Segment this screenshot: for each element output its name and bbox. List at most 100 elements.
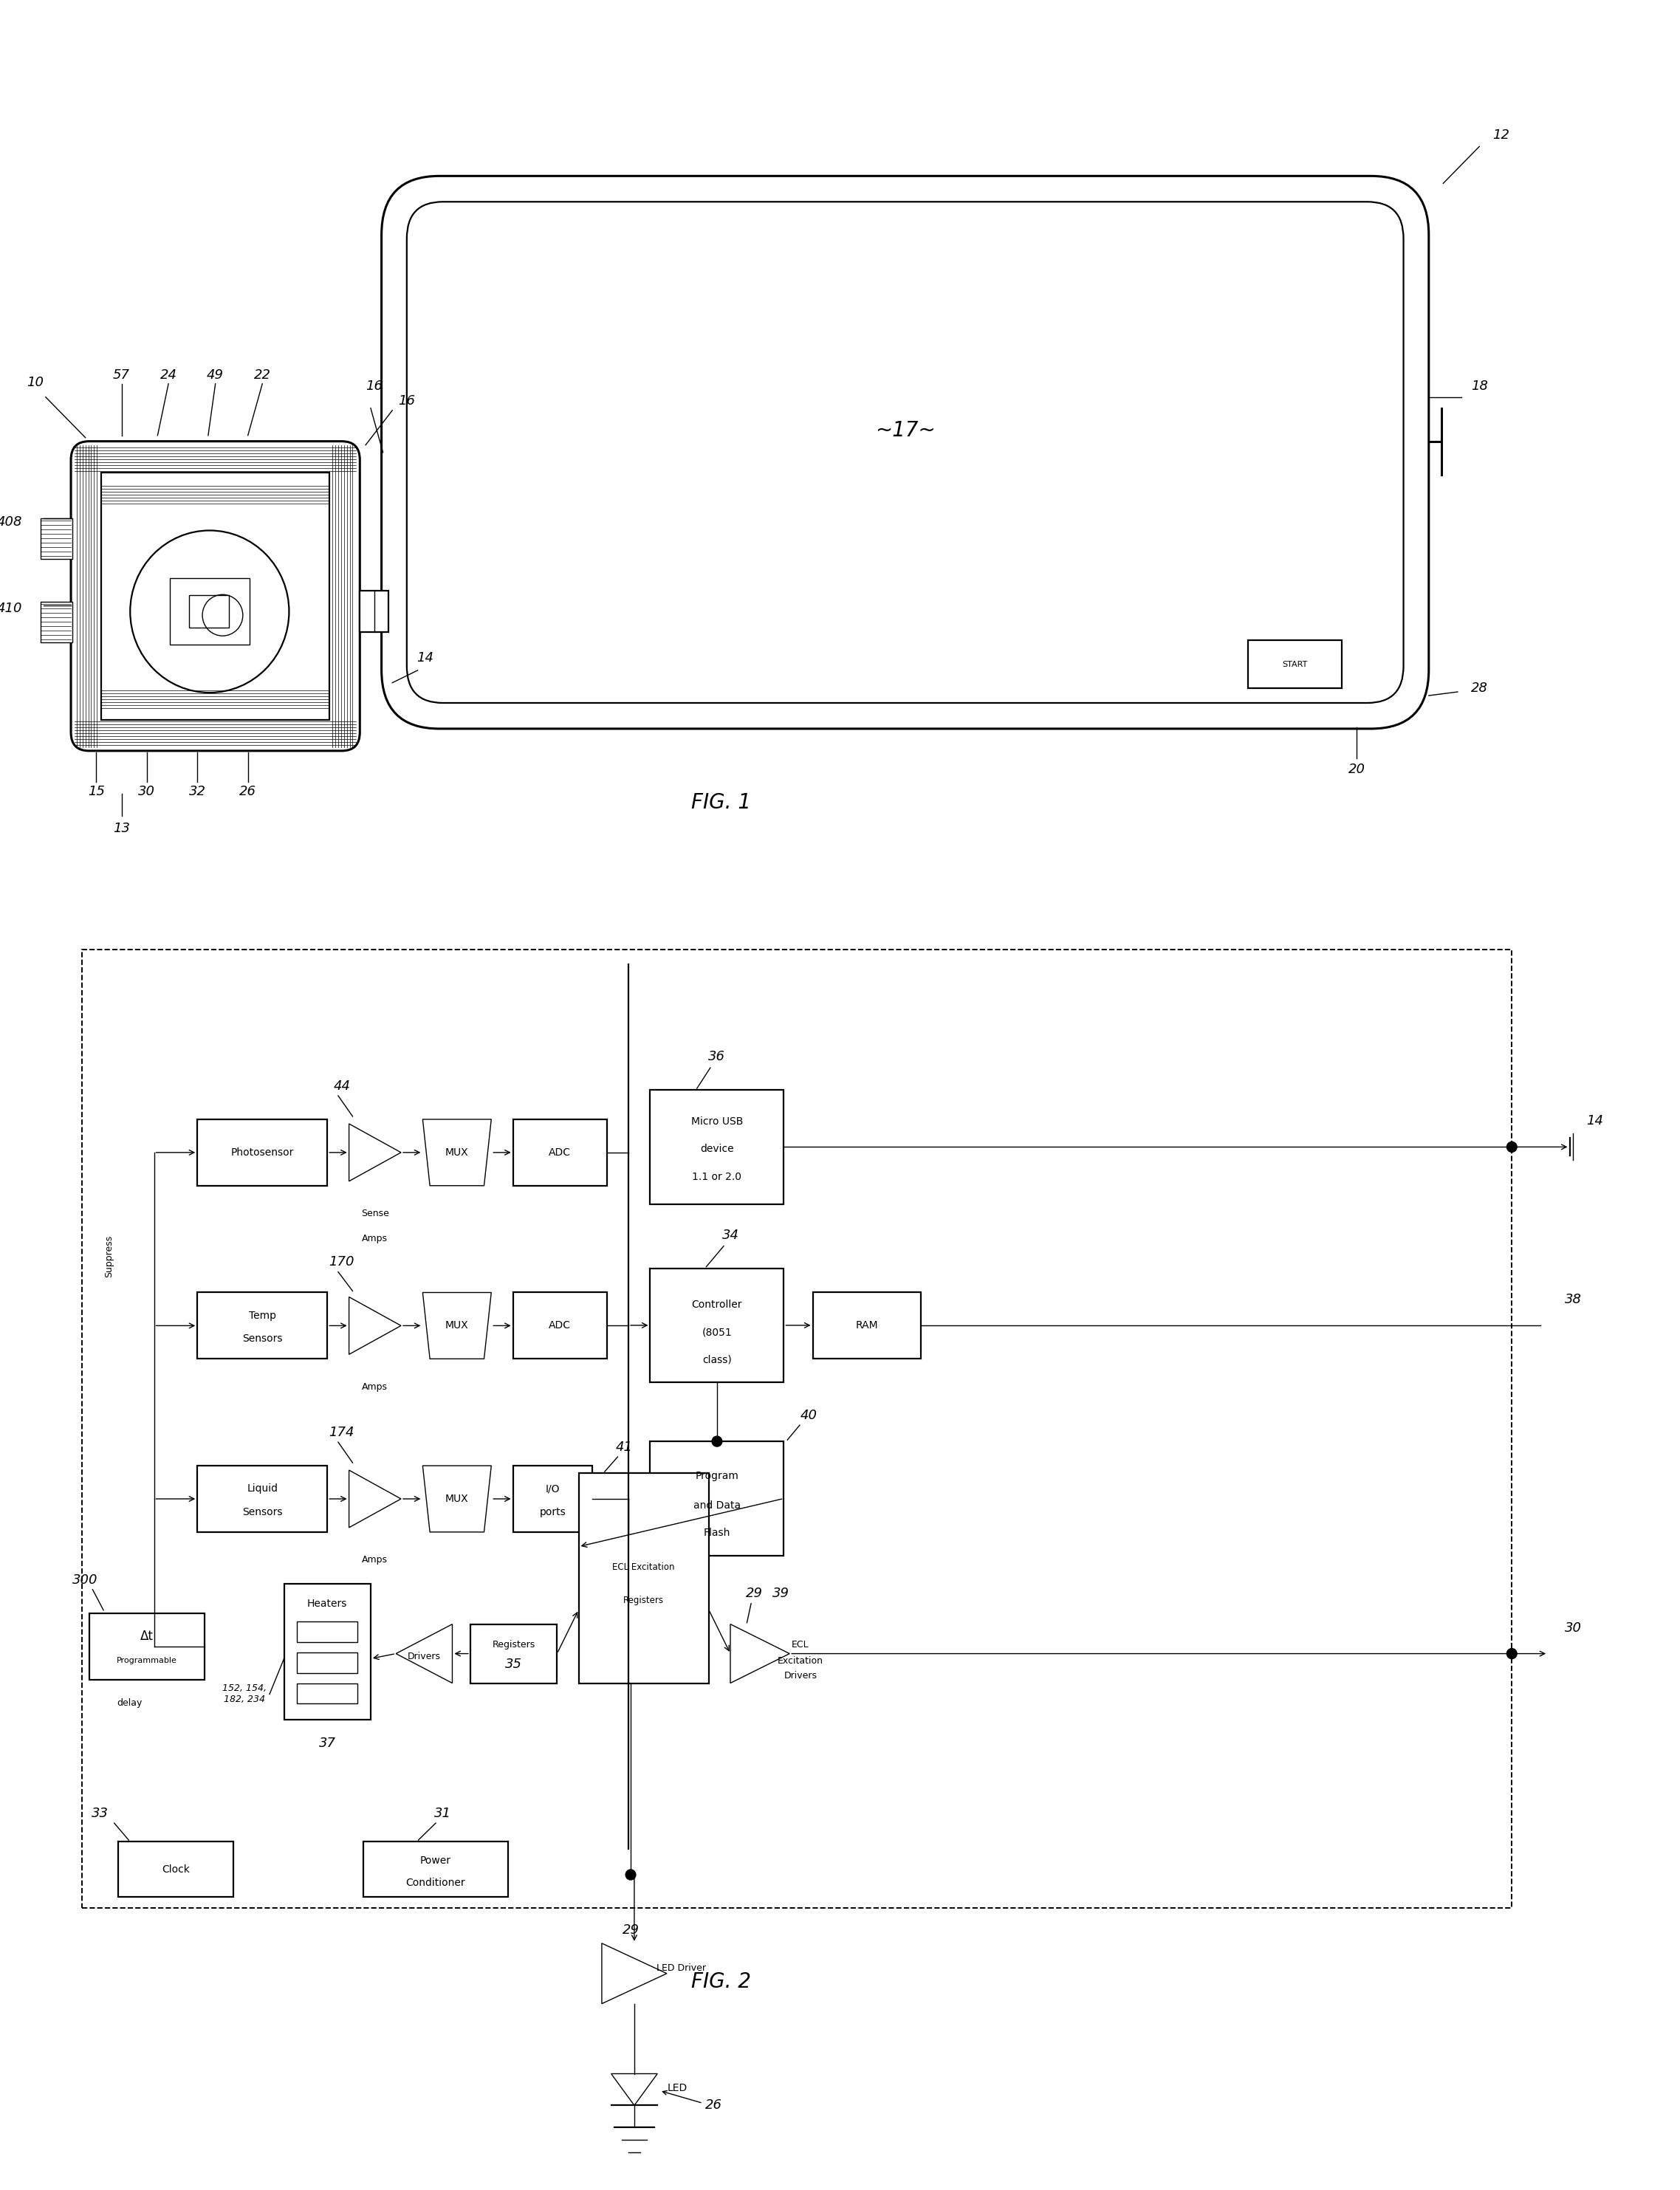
Text: 29: 29 bbox=[746, 1586, 763, 1601]
Circle shape bbox=[1507, 1141, 1517, 1152]
Text: I/O: I/O bbox=[546, 1485, 559, 1494]
Text: Micro USB: Micro USB bbox=[690, 1117, 743, 1128]
Text: class): class) bbox=[702, 1353, 732, 1364]
Text: ~17~: ~17~ bbox=[875, 420, 936, 440]
Text: 35: 35 bbox=[506, 1658, 522, 1671]
Text: Registers: Registers bbox=[623, 1594, 664, 1605]
Bar bbox=[512, 1292, 606, 1358]
Text: Sensors: Sensors bbox=[242, 1334, 282, 1345]
Text: 174: 174 bbox=[329, 1426, 354, 1439]
Bar bbox=[297, 1621, 358, 1642]
Text: 26: 26 bbox=[706, 2098, 722, 2111]
FancyBboxPatch shape bbox=[407, 201, 1403, 703]
Text: 29: 29 bbox=[622, 1923, 638, 1936]
Text: 49: 49 bbox=[207, 368, 223, 381]
Bar bbox=[197, 1119, 328, 1185]
Text: Amps: Amps bbox=[363, 1233, 388, 1244]
Text: FIG. 2: FIG. 2 bbox=[690, 1971, 751, 1993]
Text: 10: 10 bbox=[27, 377, 44, 390]
Bar bbox=[82, 950, 1512, 1907]
Text: ECL: ECL bbox=[791, 1640, 810, 1649]
Text: 36: 36 bbox=[709, 1049, 726, 1064]
Text: 152, 154,
182, 234: 152, 154, 182, 234 bbox=[222, 1684, 267, 1704]
Text: 12: 12 bbox=[1492, 129, 1510, 142]
Text: 44: 44 bbox=[333, 1080, 349, 1093]
Text: LED Driver: LED Driver bbox=[657, 1964, 706, 1973]
Text: (8051: (8051 bbox=[702, 1327, 732, 1338]
Text: Programmable: Programmable bbox=[116, 1658, 176, 1664]
Text: 14: 14 bbox=[417, 650, 433, 664]
Text: ECL Excitation: ECL Excitation bbox=[613, 1561, 675, 1572]
Bar bbox=[118, 1842, 234, 1897]
Text: 57: 57 bbox=[113, 368, 129, 381]
Bar bbox=[1248, 639, 1342, 688]
Text: 32: 32 bbox=[188, 784, 207, 797]
Text: Amps: Amps bbox=[363, 1382, 388, 1391]
Text: 170: 170 bbox=[329, 1255, 354, 1268]
Bar bbox=[197, 1465, 328, 1533]
Text: 20: 20 bbox=[1347, 762, 1366, 775]
FancyBboxPatch shape bbox=[381, 175, 1428, 729]
Text: Drivers: Drivers bbox=[408, 1651, 440, 1662]
Text: delay: delay bbox=[116, 1697, 143, 1708]
Text: Temp: Temp bbox=[249, 1310, 276, 1321]
Bar bbox=[470, 1625, 558, 1684]
Text: device: device bbox=[701, 1143, 734, 1154]
Circle shape bbox=[1507, 1649, 1517, 1658]
Text: 18: 18 bbox=[1470, 379, 1488, 392]
Text: Heaters: Heaters bbox=[307, 1599, 348, 1610]
Text: Drivers: Drivers bbox=[785, 1671, 816, 1682]
Bar bbox=[650, 1091, 785, 1204]
Text: Liquid: Liquid bbox=[247, 1485, 277, 1494]
Text: 30: 30 bbox=[138, 784, 155, 797]
Bar bbox=[360, 591, 388, 633]
Text: Conditioner: Conditioner bbox=[407, 1877, 465, 1888]
Bar bbox=[40, 519, 72, 558]
Bar bbox=[89, 1614, 205, 1680]
Text: 38: 38 bbox=[1564, 1292, 1581, 1305]
Text: 26: 26 bbox=[239, 784, 257, 797]
Text: START: START bbox=[1282, 661, 1307, 668]
Text: 15: 15 bbox=[87, 784, 104, 797]
Text: 28: 28 bbox=[1470, 681, 1488, 694]
Text: 16: 16 bbox=[366, 379, 383, 392]
Text: 39: 39 bbox=[773, 1586, 790, 1601]
Text: 13: 13 bbox=[113, 821, 129, 834]
Text: Controller: Controller bbox=[692, 1299, 743, 1310]
Text: ports: ports bbox=[539, 1507, 566, 1518]
Text: 16: 16 bbox=[398, 394, 415, 407]
Text: ADC: ADC bbox=[549, 1148, 571, 1159]
Bar bbox=[650, 1268, 785, 1382]
Text: Δt: Δt bbox=[139, 1629, 153, 1642]
Text: 34: 34 bbox=[722, 1229, 739, 1242]
Bar bbox=[813, 1292, 921, 1358]
Text: 300: 300 bbox=[72, 1572, 97, 1586]
Text: 40: 40 bbox=[801, 1408, 818, 1421]
Text: 1.1 or 2.0: 1.1 or 2.0 bbox=[692, 1172, 743, 1183]
Text: Power: Power bbox=[420, 1855, 452, 1866]
Bar bbox=[197, 1292, 328, 1358]
Text: Flash: Flash bbox=[704, 1529, 731, 1537]
FancyBboxPatch shape bbox=[71, 442, 360, 751]
Text: MUX: MUX bbox=[445, 1321, 469, 1332]
Bar bbox=[578, 1474, 709, 1684]
Bar bbox=[512, 1119, 606, 1185]
Text: 14: 14 bbox=[1586, 1115, 1603, 1128]
Text: Amps: Amps bbox=[363, 1555, 388, 1566]
Text: 24: 24 bbox=[160, 368, 176, 381]
Text: Sense: Sense bbox=[361, 1209, 390, 1218]
Text: Program: Program bbox=[696, 1469, 739, 1480]
Bar bbox=[297, 1684, 358, 1704]
Bar bbox=[170, 578, 249, 644]
Text: MUX: MUX bbox=[445, 1148, 469, 1159]
Circle shape bbox=[625, 1870, 635, 1879]
Text: FIG. 1: FIG. 1 bbox=[690, 793, 751, 812]
Text: 41: 41 bbox=[615, 1441, 633, 1454]
Bar bbox=[40, 602, 72, 642]
Text: LED: LED bbox=[667, 2083, 687, 2094]
Bar bbox=[363, 1842, 507, 1897]
Text: 410: 410 bbox=[0, 602, 22, 615]
Bar bbox=[650, 1441, 785, 1555]
Text: Clock: Clock bbox=[161, 1864, 190, 1875]
Text: Excitation: Excitation bbox=[778, 1656, 823, 1667]
